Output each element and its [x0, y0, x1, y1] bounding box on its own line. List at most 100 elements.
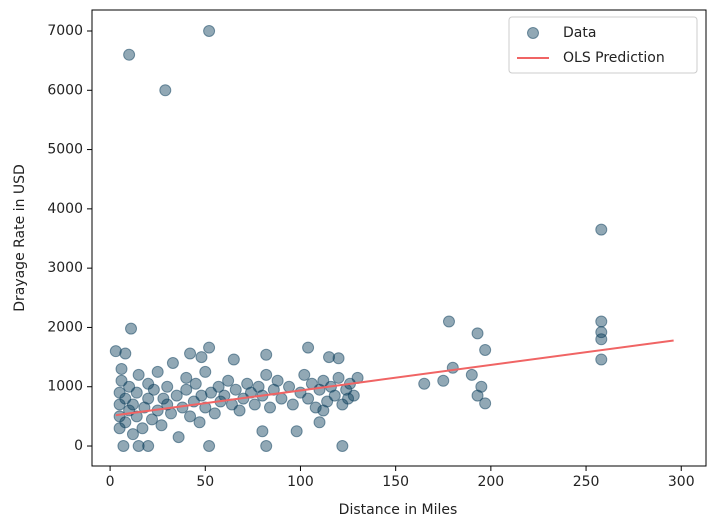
data-point [123, 48, 136, 61]
data-point [479, 343, 492, 356]
x-tick-label: 50 [196, 474, 214, 490]
x-tick-label: 300 [668, 474, 695, 490]
data-point [328, 389, 341, 402]
data-point [117, 440, 130, 453]
data-point [309, 401, 322, 414]
data-point [286, 398, 299, 411]
data-point [233, 404, 246, 417]
x-axis-label: Distance in Miles [339, 502, 458, 518]
y-tick-label: 3000 [47, 260, 83, 276]
y-tick-label: 4000 [47, 201, 83, 217]
y-tick-label: 5000 [47, 142, 83, 158]
data-point [147, 383, 160, 396]
data-point [208, 407, 221, 420]
ols-line [115, 339, 674, 417]
data-point [203, 24, 216, 37]
y-tick-label: 6000 [47, 82, 83, 98]
data-point [119, 347, 132, 360]
y-tick-label: 2000 [47, 319, 83, 335]
data-point [313, 416, 326, 429]
legend-label: OLS Prediction [563, 50, 665, 66]
data-point [180, 371, 193, 384]
data-point [275, 392, 288, 405]
data-point [260, 440, 273, 453]
data-point [132, 368, 145, 381]
data-point [595, 333, 608, 346]
data-point [142, 392, 155, 405]
data-point [442, 315, 455, 328]
data-point [323, 351, 336, 364]
data-point [332, 371, 345, 384]
x-tick-label: 250 [573, 474, 600, 490]
data-point [109, 345, 122, 358]
y-tick-label: 7000 [47, 23, 83, 39]
data-point [298, 368, 311, 381]
data-point [193, 416, 206, 429]
data-point [446, 361, 459, 374]
data-point [157, 392, 170, 405]
data-point [142, 440, 155, 453]
data-point [166, 357, 179, 370]
x-tick-label: 200 [477, 474, 504, 490]
data-point [184, 410, 197, 423]
data-point [595, 315, 608, 328]
data-point [126, 398, 139, 411]
data-point [115, 362, 128, 375]
data-point [260, 368, 273, 381]
data-point [465, 368, 478, 381]
y-axis-label: Drayage Rate in USD [12, 164, 28, 312]
y-tick-label: 1000 [47, 379, 83, 395]
data-point [125, 322, 138, 335]
data-point [126, 428, 139, 441]
data-point [332, 352, 345, 365]
legend-label: Data [563, 25, 596, 41]
data-point [595, 353, 608, 366]
y-tick-label: 0 [74, 438, 83, 454]
data-point [229, 383, 242, 396]
data-point [260, 348, 273, 361]
x-tick-label: 150 [382, 474, 409, 490]
data-point [165, 407, 178, 420]
data-point [172, 431, 185, 444]
data-point [159, 84, 172, 97]
data-point [317, 404, 330, 417]
data-point [195, 389, 208, 402]
legend-box [508, 16, 698, 74]
data-point [336, 440, 349, 453]
data-point [199, 401, 212, 414]
data-point [119, 416, 132, 429]
data-point [136, 422, 149, 435]
data-point [203, 341, 216, 354]
x-tick-label: 100 [287, 474, 314, 490]
data-point [199, 365, 212, 378]
data-point [342, 392, 355, 405]
data-point [222, 374, 235, 387]
data-point [170, 389, 183, 402]
data-point [203, 440, 216, 453]
data-point [161, 380, 174, 393]
data-point [248, 398, 261, 411]
data-point [145, 413, 158, 426]
data-point [347, 389, 360, 402]
data-point [151, 365, 164, 378]
data-point [132, 440, 145, 453]
data-point [595, 223, 608, 236]
data-point [184, 347, 197, 360]
legend-marker [527, 27, 539, 39]
plot-frame [91, 9, 707, 467]
data-point [479, 397, 492, 410]
data-point [264, 401, 277, 414]
data-point [195, 351, 208, 364]
data-point [437, 374, 450, 387]
data-point [227, 353, 240, 366]
data-point [471, 389, 484, 402]
data-point [290, 425, 303, 438]
data-point [155, 419, 168, 432]
data-point [271, 374, 284, 387]
data-point [302, 392, 315, 405]
data-point [302, 341, 315, 354]
data-point [130, 386, 143, 399]
x-tick-label: 0 [106, 474, 115, 490]
data-point [418, 377, 431, 390]
